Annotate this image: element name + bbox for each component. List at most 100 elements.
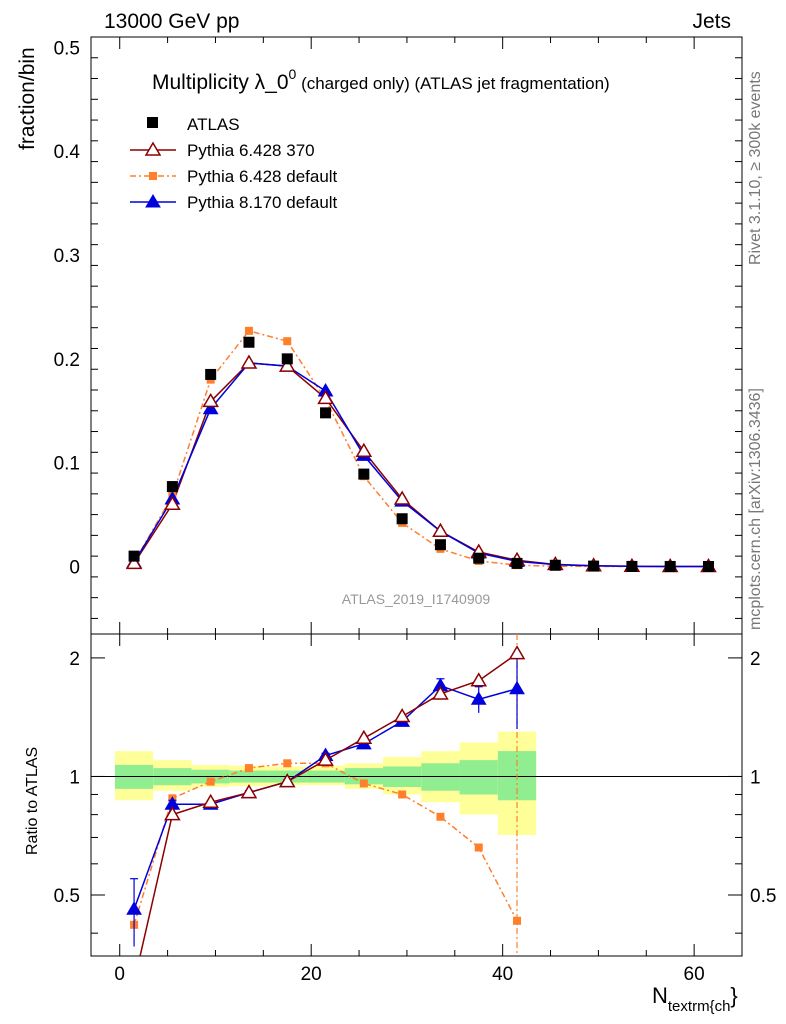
ratio-point-p8 <box>509 680 525 695</box>
point-atlas <box>358 468 370 480</box>
ratio-line-p6-370 <box>139 653 518 956</box>
legend-label-p6-370: Pythia 6.428 370 <box>187 141 315 160</box>
main-series <box>125 326 717 573</box>
ratio-tick-label-right: 2 <box>750 649 761 670</box>
x-tick-label: 20 <box>301 964 322 985</box>
ratio-point-p6-370 <box>127 975 141 987</box>
y-axis-label: fraction/bin <box>16 47 39 150</box>
point-atlas <box>243 336 255 348</box>
y-tick-label: 0.1 <box>54 454 80 475</box>
ratio-tick-label: 2 <box>69 649 80 670</box>
ratio-point-p6-default <box>474 843 483 852</box>
y-tick-label: 0.4 <box>54 142 81 163</box>
point-p6-370 <box>125 554 143 570</box>
ratio-tick-label-right: 0.5 <box>750 886 776 907</box>
y-tick-label: 0.5 <box>54 38 80 59</box>
legend-marker-p8 <box>145 194 161 208</box>
ratio-point-p6-370 <box>202 793 219 808</box>
ratio-point-p6-default <box>359 779 368 788</box>
ratio-point-p6-default <box>436 812 445 821</box>
point-p6-370 <box>240 354 258 369</box>
plot-frames <box>90 36 743 957</box>
point-atlas <box>205 368 217 380</box>
ratio-point-p6-370 <box>317 751 334 766</box>
ratio-line-p6-default <box>133 762 518 926</box>
y-tick-label: 0.2 <box>54 350 80 371</box>
analysis-watermark: ATLAS_2019_I1740909 <box>342 591 491 607</box>
ratio-clipped <box>126 634 526 987</box>
x-axis-label-end: } <box>730 983 737 1008</box>
point-atlas <box>588 560 600 572</box>
band-inner <box>421 763 460 791</box>
ratio-point-p6-370 <box>508 645 526 660</box>
point-p6-370 <box>317 389 334 405</box>
ratio-point-p6-370 <box>393 707 411 723</box>
y-tick-label: 0 <box>69 558 80 579</box>
line-p6-default <box>133 329 709 568</box>
line-p8 <box>133 362 709 568</box>
side-label-bottom: mcplots.cern.ch [arXiv:1306.3436] <box>747 388 764 630</box>
chart-title: Multiplicity λ_00 (charged only) (ATLAS … <box>152 66 610 94</box>
band-inner <box>459 760 498 795</box>
ratio-point-p8 <box>470 691 487 705</box>
legend: ATLAS Pythia 6.428 370 Pythia 6.428 defa… <box>130 115 338 212</box>
point-p6-370 <box>393 490 411 505</box>
point-p6-370 <box>355 442 373 458</box>
ratio-point-p6-370 <box>278 773 296 788</box>
ratio-frame <box>90 633 743 957</box>
ratio-point-p6-370 <box>164 806 181 821</box>
header-left: 13000 GeV pp <box>104 10 239 33</box>
x-axis-label: Ntextrm{ch} <box>652 983 738 1015</box>
point-atlas <box>128 550 140 562</box>
ratio-point-p6-370 <box>470 672 488 687</box>
legend-marker-p6-370 <box>144 141 162 156</box>
x-axis-label-sub: textrm{ch <box>668 998 731 1015</box>
point-atlas <box>281 353 293 365</box>
legend-label-atlas: ATLAS <box>187 115 240 134</box>
ratio-point-p8 <box>126 901 142 915</box>
line-p6-370 <box>133 362 709 568</box>
point-p6-370 <box>164 495 181 510</box>
ratio-series <box>126 634 526 987</box>
point-atlas <box>511 557 523 569</box>
ratio-tick-label-right: 1 <box>750 767 761 788</box>
point-p6-default <box>283 337 292 346</box>
point-atlas <box>320 407 332 419</box>
header-right: Jets <box>692 10 731 33</box>
legend-marker-atlas <box>147 117 158 128</box>
legend-label-p8: Pythia 8.170 default <box>187 193 338 212</box>
point-atlas <box>702 561 714 573</box>
ratio-point-p6-default <box>244 764 253 773</box>
point-atlas <box>626 560 638 572</box>
ratio-point-p6-default <box>283 759 292 768</box>
point-p6-370 <box>432 522 449 537</box>
title-sup: 0 <box>289 66 297 82</box>
point-atlas <box>473 552 485 564</box>
legend-marker-p6-default <box>149 172 157 180</box>
point-atlas <box>396 513 408 525</box>
legend-label-p6-default: Pythia 6.428 default <box>187 167 338 186</box>
x-tick-label: 40 <box>492 964 513 985</box>
axis-ticks: 0 20 40 60 0 0.1 0.2 0.3 0.4 0.5 0.5 0.5 1 1 2 2 <box>54 37 776 985</box>
point-atlas <box>549 559 561 571</box>
ratio-point-p6-370 <box>240 784 258 799</box>
point-atlas <box>166 481 178 493</box>
ratio-tick-label: 0.5 <box>54 886 80 907</box>
y-tick-label: 0.3 <box>54 246 80 267</box>
ratio-point-p6-default <box>206 777 215 786</box>
ratio-point-p6-370 <box>355 729 373 745</box>
x-axis-label-main: N <box>652 983 668 1008</box>
point-atlas <box>434 539 446 551</box>
x-tick-label: 60 <box>684 964 705 985</box>
point-p6-370 <box>278 357 296 372</box>
title-main: Multiplicity λ_0 <box>152 71 289 94</box>
point-p8 <box>202 400 219 415</box>
point-p6-370 <box>202 392 219 408</box>
ratio-point-p6-370 <box>432 685 449 700</box>
ratio-tick-label: 1 <box>69 767 80 788</box>
ratio-point-p6-default <box>398 790 407 799</box>
title-rest: (charged only) (ATLAS jet fragmentation) <box>296 74 609 93</box>
side-label-top: Rivet 3.1.10, ≥ 300k events <box>747 71 764 265</box>
point-p6-default <box>244 326 253 335</box>
